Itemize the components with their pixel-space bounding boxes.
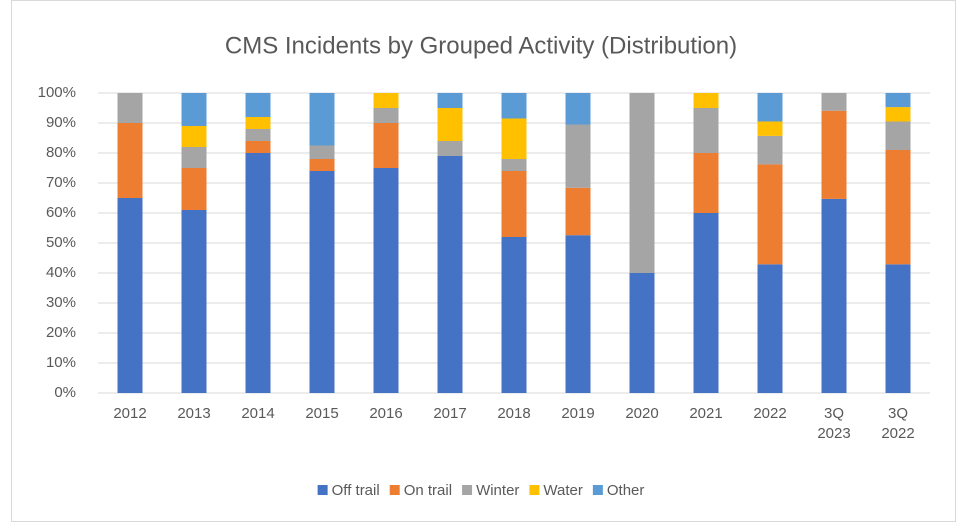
bar-segment [501, 93, 527, 119]
y-tick-label: 70% [46, 174, 76, 191]
bar-segment [565, 187, 591, 236]
bar-segment [885, 93, 911, 108]
bar-segment [373, 93, 399, 108]
bar-segment [821, 198, 847, 393]
bar-segment [437, 141, 463, 156]
bar-segment [245, 129, 271, 141]
bar-segment [501, 237, 527, 393]
bar-segment [117, 123, 143, 198]
chart-title: CMS Incidents by Grouped Activity (Distr… [225, 32, 737, 59]
bar-segment [885, 107, 911, 122]
x-tick-label: 2013 [177, 405, 211, 422]
x-tick-label: 2018 [497, 405, 531, 422]
y-tick-label: 80% [46, 144, 76, 161]
legend-swatch [389, 485, 400, 495]
bar-segment [309, 159, 335, 171]
x-tick-label: 2012 [113, 405, 147, 422]
bar-segment [885, 150, 911, 265]
bar-segment [245, 141, 271, 153]
bar-segment [181, 210, 207, 393]
y-tick-label: 40% [46, 264, 76, 281]
bar-segment [181, 147, 207, 168]
x-tick-label: 2021 [689, 405, 723, 422]
bar-segment [885, 264, 911, 393]
legend-swatch [317, 485, 328, 495]
bar-segment [629, 93, 655, 273]
y-tick-label: 50% [46, 234, 76, 251]
bar-segment [117, 93, 143, 123]
bar-segment [437, 156, 463, 393]
bar-segment [181, 93, 207, 126]
bar-segment [757, 164, 783, 265]
x-tick-label: 2016 [369, 405, 403, 422]
bar-segment [693, 108, 719, 153]
x-tick-label: 2015 [305, 405, 339, 422]
x-tick-label: 2020 [625, 405, 659, 422]
bar-segment [309, 93, 335, 146]
bar-segment [437, 93, 463, 108]
bar-segment [885, 121, 911, 150]
bar-segment [821, 93, 847, 111]
legend-swatch [529, 485, 540, 495]
x-tick-label: 3Q 2022 [881, 405, 915, 442]
x-tick-label: 2017 [433, 405, 467, 422]
bar-segment [757, 121, 783, 136]
bar-segment [501, 171, 527, 237]
bar-segment [309, 171, 335, 393]
bar-segment [373, 168, 399, 393]
chart-border [11, 0, 956, 522]
bar-segment [693, 93, 719, 108]
bar-segment [757, 93, 783, 122]
bar-segment [245, 153, 271, 393]
x-tick-label: 3Q 2023 [817, 405, 851, 442]
x-tick-label: 2014 [241, 405, 275, 422]
bar-segment [181, 126, 207, 147]
legend-swatch [462, 485, 473, 495]
bar-segment [629, 273, 655, 393]
y-tick-label: 60% [46, 204, 76, 221]
x-tick-label: 2019 [561, 405, 595, 422]
bar-segment [181, 168, 207, 210]
y-tick-label: 0% [54, 384, 76, 401]
bar-segment [437, 108, 463, 141]
bar-segment [373, 123, 399, 168]
bar-segment [757, 264, 783, 393]
legend-label: On trail [404, 482, 452, 499]
bar-segment [309, 145, 335, 159]
y-tick-label: 10% [46, 354, 76, 371]
bar-segment [117, 198, 143, 393]
bar-segment [821, 110, 847, 199]
legend-label: Other [607, 482, 645, 499]
bar-segment [373, 108, 399, 123]
bar-segment [245, 117, 271, 129]
bar-segment [245, 93, 271, 117]
bar-segment [693, 213, 719, 393]
bar-segment [757, 135, 783, 165]
bar-segment [501, 159, 527, 171]
y-tick-label: 100% [38, 84, 76, 101]
y-tick-label: 20% [46, 324, 76, 341]
y-tick-label: 30% [46, 294, 76, 311]
bar-segment [565, 93, 591, 125]
legend-label: Off trail [332, 482, 380, 499]
bar-segment [565, 124, 591, 188]
legend-swatch [592, 485, 603, 495]
x-tick-label: 2022 [753, 405, 787, 422]
bar-segment [501, 118, 527, 159]
legend-label: Water [543, 482, 582, 499]
legend-label: Winter [476, 482, 519, 499]
bar-segment [565, 235, 591, 393]
bar-segment [693, 153, 719, 213]
y-tick-label: 90% [46, 114, 76, 131]
